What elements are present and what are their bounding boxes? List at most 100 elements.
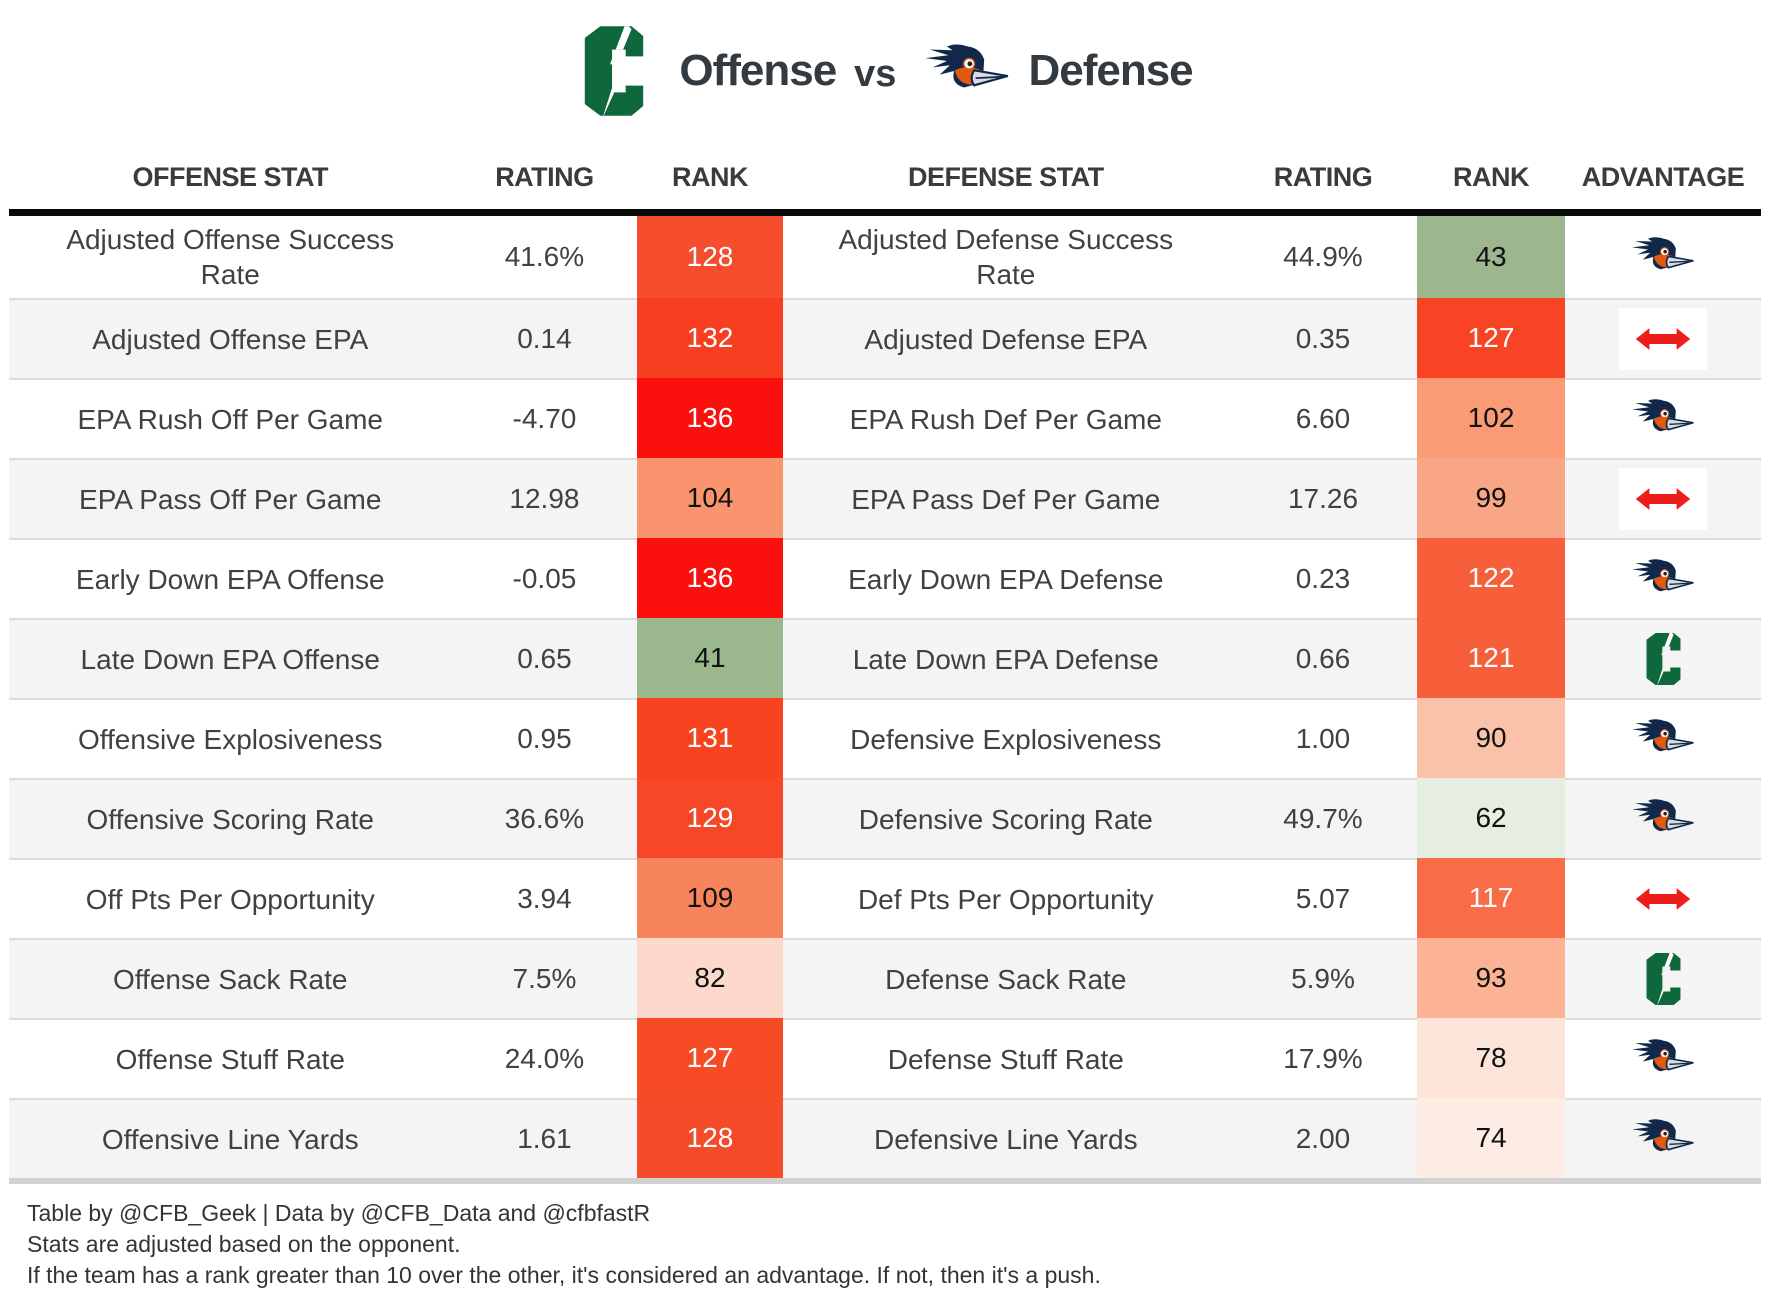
defense-rating-cell: 6.60 xyxy=(1229,378,1417,458)
footer-adjusted-note: Stats are adjusted based on the opponent… xyxy=(27,1231,461,1258)
offense-rank-cell: 41 xyxy=(637,618,783,698)
advantage-cell xyxy=(1565,858,1761,938)
defense-stat-cell: Early Down EPA Defense xyxy=(782,538,1230,618)
defense-rating-cell: 0.35 xyxy=(1229,298,1417,378)
utsa-advantage-icon xyxy=(1631,717,1695,761)
advantage-cell xyxy=(1565,458,1761,538)
stats-table-body: Adjusted Offense Success Rate 41.6% 128 … xyxy=(9,216,1761,1178)
defense-rank-cell: 43 xyxy=(1416,216,1566,298)
offense-stat-cell: Off Pts Per Opportunity xyxy=(9,858,452,938)
offense-rank-cell: 109 xyxy=(637,858,783,938)
defense-stat-cell: Adjusted Defense Success Rate xyxy=(782,216,1230,298)
offense-stat-cell: Early Down EPA Offense xyxy=(9,538,452,618)
defense-stat-cell: Late Down EPA Defense xyxy=(782,618,1230,698)
defense-stat-cell: Defensive Scoring Rate xyxy=(782,778,1230,858)
offense-stat-cell: EPA Pass Off Per Game xyxy=(9,458,452,538)
offense-rank-cell: 136 xyxy=(637,378,783,458)
offense-rank-cell: 131 xyxy=(637,698,783,778)
col-header-defense-rank: RANK xyxy=(1453,162,1530,192)
offense-rating-cell: 12.98 xyxy=(451,458,638,538)
push-box xyxy=(1619,868,1708,930)
defense-title: Defense xyxy=(1028,46,1193,95)
offense-rating-cell: -0.05 xyxy=(451,538,638,618)
defense-rating-cell: 1.00 xyxy=(1229,698,1417,778)
col-header-defense-stat: DEFENSE STAT xyxy=(908,162,1104,192)
charlotte-advantage-icon xyxy=(1642,951,1685,1007)
column-header-row: OFFENSE STAT RATING RANK DEFENSE STAT RA… xyxy=(9,134,1761,216)
advantage-cell xyxy=(1565,778,1761,858)
footer-notes: Table by @CFB_Geek | Data by @CFB_Data a… xyxy=(9,1198,1761,1291)
vs-label: vs xyxy=(854,52,897,95)
defense-stat-cell: EPA Rush Def Per Game xyxy=(782,378,1230,458)
defense-rating-cell: 44.9% xyxy=(1229,216,1417,298)
defense-stat-cell: Defense Sack Rate xyxy=(782,938,1230,1018)
col-header-defense-rating: RATING xyxy=(1273,162,1373,192)
defense-stat-cell: EPA Pass Def Per Game xyxy=(782,458,1230,538)
utsa-advantage-icon xyxy=(1631,235,1695,279)
push-box xyxy=(1619,308,1708,370)
offense-rating-cell: 24.0% xyxy=(451,1018,638,1098)
utsa-advantage-icon xyxy=(1631,397,1695,441)
offense-stat-cell: Offense Stuff Rate xyxy=(9,1018,452,1098)
defense-rank-cell: 121 xyxy=(1416,618,1566,698)
advantage-cell xyxy=(1565,378,1761,458)
defense-rating-cell: 17.26 xyxy=(1229,458,1417,538)
defense-rating-cell: 5.07 xyxy=(1229,858,1417,938)
offense-rating-cell: 36.6% xyxy=(451,778,638,858)
offense-rating-cell: 7.5% xyxy=(451,938,638,1018)
push-box xyxy=(1619,468,1708,530)
offense-rank-cell: 128 xyxy=(637,216,783,298)
defense-stat-cell: Defensive Explosiveness xyxy=(782,698,1230,778)
offense-title: Offense xyxy=(679,46,837,95)
push-arrow-icon xyxy=(1634,325,1692,353)
defense-rank-cell: 102 xyxy=(1416,378,1566,458)
defense-rank-cell: 62 xyxy=(1416,778,1566,858)
defense-rank-cell: 127 xyxy=(1416,298,1566,378)
col-header-advantage: ADVANTAGE xyxy=(1581,162,1745,192)
defense-rating-cell: 17.9% xyxy=(1229,1018,1417,1098)
defense-stat-cell: Adjusted Defense EPA xyxy=(782,298,1230,378)
offense-stat-cell: Late Down EPA Offense xyxy=(9,618,452,698)
defense-rank-cell: 117 xyxy=(1416,858,1566,938)
defense-rank-cell: 74 xyxy=(1416,1098,1566,1178)
charlotte-advantage-icon xyxy=(1642,631,1685,687)
offense-rating-cell: 0.95 xyxy=(451,698,638,778)
offense-stat-cell: Offense Sack Rate xyxy=(9,938,452,1018)
offense-stat-cell: Adjusted Offense Success Rate xyxy=(9,216,452,298)
defense-stat-cell: Defensive Line Yards xyxy=(782,1098,1230,1178)
offense-rank-cell: 128 xyxy=(637,1098,783,1178)
col-header-offense-stat: OFFENSE STAT xyxy=(132,162,328,192)
defense-rating-cell: 5.9% xyxy=(1229,938,1417,1018)
defense-rank-cell: 122 xyxy=(1416,538,1566,618)
offense-stat-cell: Offensive Explosiveness xyxy=(9,698,452,778)
col-header-offense-rank: RANK xyxy=(671,162,749,192)
offense-rank-cell: 127 xyxy=(637,1018,783,1098)
offense-rating-cell: 1.61 xyxy=(451,1098,638,1178)
push-arrow-icon xyxy=(1634,485,1692,513)
defense-rank-cell: 78 xyxy=(1416,1018,1566,1098)
utsa-advantage-icon xyxy=(1631,1117,1695,1161)
offense-rank-cell: 136 xyxy=(637,538,783,618)
advantage-cell xyxy=(1565,618,1761,698)
defense-rating-cell: 49.7% xyxy=(1229,778,1417,858)
defense-rating-cell: 0.23 xyxy=(1229,538,1417,618)
offense-stat-cell: Offensive Line Yards xyxy=(9,1098,452,1178)
advantage-cell xyxy=(1565,298,1761,378)
offense-rating-cell: 3.94 xyxy=(451,858,638,938)
offense-rating-cell: 41.6% xyxy=(451,216,638,298)
defense-rank-cell: 99 xyxy=(1416,458,1566,538)
offense-rank-cell: 104 xyxy=(637,458,783,538)
advantage-cell xyxy=(1565,698,1761,778)
offense-rating-cell: -4.70 xyxy=(451,378,638,458)
utsa-advantage-icon xyxy=(1631,797,1695,841)
defense-stat-cell: Def Pts Per Opportunity xyxy=(782,858,1230,938)
offense-stat-cell: Adjusted Offense EPA xyxy=(9,298,452,378)
defense-rating-cell: 0.66 xyxy=(1229,618,1417,698)
offense-stat-cell: Offensive Scoring Rate xyxy=(9,778,452,858)
utsa-advantage-icon xyxy=(1631,557,1695,601)
offense-stat-cell: EPA Rush Off Per Game xyxy=(9,378,452,458)
defense-rank-cell: 93 xyxy=(1416,938,1566,1018)
offense-rating-cell: 0.65 xyxy=(451,618,638,698)
defense-rating-cell: 2.00 xyxy=(1229,1098,1417,1178)
